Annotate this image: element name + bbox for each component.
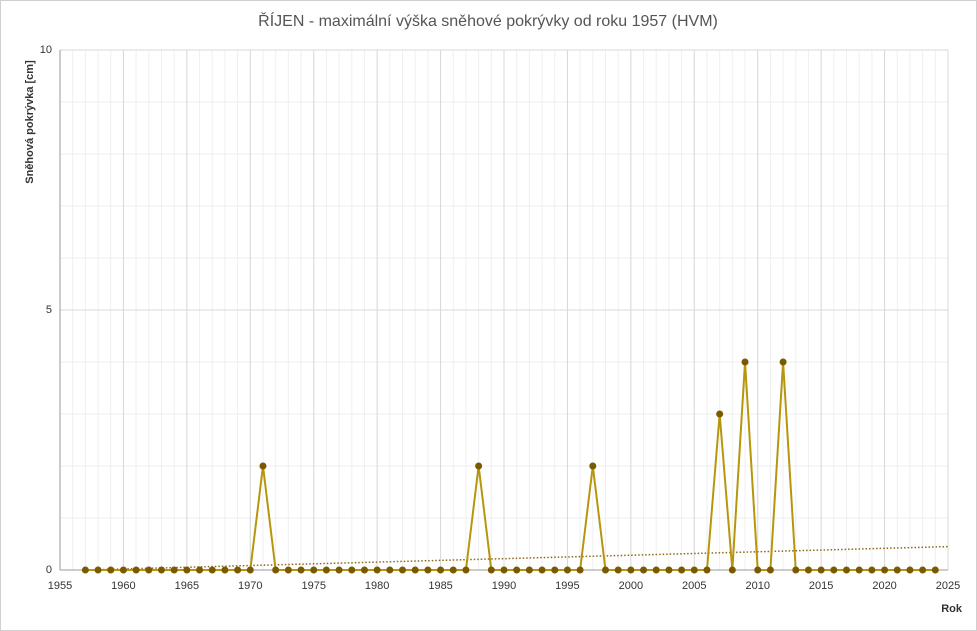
data-point (335, 566, 343, 574)
data-point (741, 358, 749, 366)
x-tick-label: 2020 (872, 580, 896, 592)
x-tick-label: 2015 (809, 580, 833, 592)
data-point (462, 566, 470, 574)
data-point (157, 566, 165, 574)
data-point (132, 566, 140, 574)
data-point (589, 462, 597, 470)
data-point (804, 566, 812, 574)
data-point (779, 358, 787, 366)
data-point (272, 566, 280, 574)
data-point (424, 566, 432, 574)
data-point (221, 566, 229, 574)
data-point (196, 566, 204, 574)
data-point (475, 462, 483, 470)
x-tick-label: 2000 (619, 580, 643, 592)
y-tick-label: 0 (46, 564, 52, 576)
data-point (183, 566, 191, 574)
x-tick-label: 1960 (111, 580, 135, 592)
data-point (690, 566, 698, 574)
data-point (399, 566, 407, 574)
data-point (94, 566, 102, 574)
data-point (437, 566, 445, 574)
data-point (348, 566, 356, 574)
data-point (322, 566, 330, 574)
data-point (893, 566, 901, 574)
x-tick-label: 1955 (48, 580, 72, 592)
data-point (170, 566, 178, 574)
data-point (931, 566, 939, 574)
data-point (830, 566, 838, 574)
data-point (563, 566, 571, 574)
data-point (310, 566, 318, 574)
trend-line (85, 545, 949, 571)
data-point (601, 566, 609, 574)
data-point (208, 566, 216, 574)
x-tick-label: 2025 (936, 580, 960, 592)
data-point (487, 566, 495, 574)
y-tick-label: 10 (40, 44, 52, 56)
x-tick-label: 1980 (365, 580, 389, 592)
data-point (728, 566, 736, 574)
data-point (538, 566, 546, 574)
data-point (766, 566, 774, 574)
data-point (716, 410, 724, 418)
data-point (513, 566, 521, 574)
data-point (678, 566, 686, 574)
data-point (360, 566, 368, 574)
data-point (843, 566, 851, 574)
x-tick-label: 1965 (175, 580, 199, 592)
y-tick-label: 5 (46, 304, 52, 316)
data-point (703, 566, 711, 574)
x-tick-label: 2010 (745, 580, 769, 592)
data-point (234, 566, 242, 574)
x-tick-label: 1970 (238, 580, 262, 592)
data-point (665, 566, 673, 574)
data-point (919, 566, 927, 574)
x-tick-label: 1975 (301, 580, 325, 592)
data-point (373, 566, 381, 574)
data-point (754, 566, 762, 574)
data-point (386, 566, 394, 574)
x-tick-label: 1995 (555, 580, 579, 592)
x-tick-label: 1985 (428, 580, 452, 592)
data-point (792, 566, 800, 574)
y-axis-label: Sněhová pokrývka [cm] (24, 60, 36, 184)
data-point (855, 566, 863, 574)
data-point (81, 566, 89, 574)
data-point (119, 566, 127, 574)
data-point (107, 566, 115, 574)
x-tick-label: 2005 (682, 580, 706, 592)
data-point (500, 566, 508, 574)
data-point (411, 566, 419, 574)
data-point (627, 566, 635, 574)
data-point (868, 566, 876, 574)
data-point (906, 566, 914, 574)
data-point (614, 566, 622, 574)
data-point (881, 566, 889, 574)
data-point (576, 566, 584, 574)
x-tick-label: 1990 (492, 580, 516, 592)
x-axis-label: Rok (941, 603, 963, 615)
data-point (551, 566, 559, 574)
data-point (259, 462, 267, 470)
data-point (145, 566, 153, 574)
data-point (449, 566, 457, 574)
data-point (297, 566, 305, 574)
chart-title: ŘÍJEN - maximální výška sněhové pokrývky… (258, 11, 718, 30)
data-point (640, 566, 648, 574)
data-point (246, 566, 254, 574)
data-point (284, 566, 292, 574)
data-point (817, 566, 825, 574)
data-point (525, 566, 533, 574)
data-point (652, 566, 660, 574)
